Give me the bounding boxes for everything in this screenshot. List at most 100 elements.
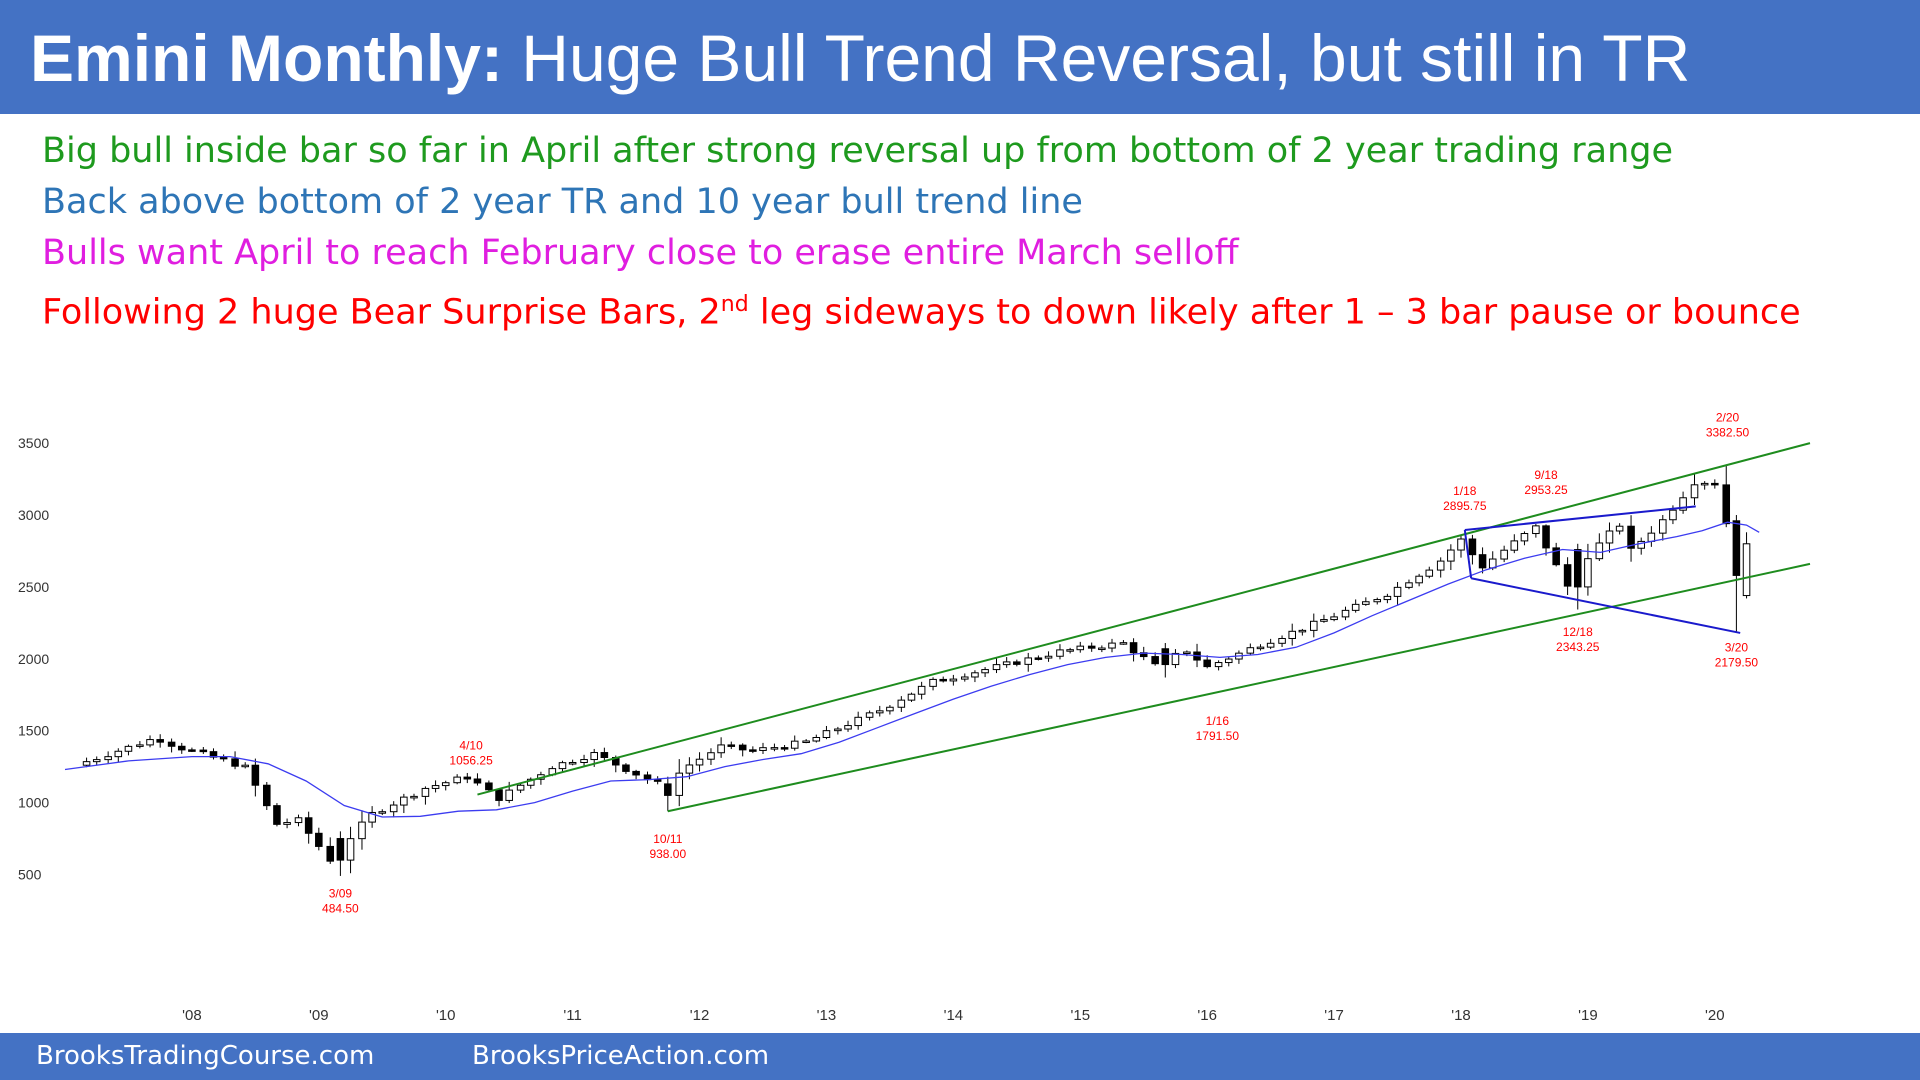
trend-line	[667, 562, 1811, 813]
monthly-chart: 500 1000 1500 2000 2500 3000 3500 '08 '09 '10 '11 '…	[18, 411, 1811, 1024]
annotation-value: 2343.25	[1556, 640, 1600, 654]
bull-candle	[1415, 575, 1423, 584]
annotation-value: 1791.50	[1196, 729, 1240, 743]
bear-candle	[473, 778, 482, 784]
bear-candle	[1563, 564, 1572, 587]
bull-candle	[875, 710, 884, 714]
bull-candle	[1066, 649, 1074, 652]
bull-candle	[1320, 619, 1328, 622]
bull-candle	[136, 744, 144, 747]
bear-candle	[263, 784, 271, 807]
bull-candle	[790, 740, 799, 749]
bull-candle	[1044, 655, 1053, 659]
bull-candle	[1679, 497, 1687, 511]
x-tick-label: '14	[944, 1007, 964, 1024]
bear-candle	[1711, 482, 1719, 486]
bull-candle	[358, 821, 366, 840]
bullet-line-4-end: leg sideways to down likely after 1 – 3 …	[748, 292, 1801, 333]
annotation-value: 1056.25	[449, 753, 493, 767]
bull-candle	[1119, 642, 1128, 645]
bull-candle	[886, 706, 894, 712]
bull-candle	[1457, 538, 1465, 551]
bull-candle	[1595, 542, 1604, 560]
bull-candle	[685, 764, 694, 774]
bull-candle	[675, 772, 684, 796]
bear-candle	[156, 739, 164, 743]
bull-candle	[1183, 651, 1191, 655]
bull-candle	[1288, 630, 1296, 639]
bullet-line-4-superscript: nd	[720, 292, 749, 317]
y-tick-label: 3500	[18, 435, 49, 451]
bull-candle	[1393, 586, 1402, 597]
bull-candle	[1383, 595, 1392, 601]
annotation-date: 12/18	[1563, 625, 1593, 639]
bear-candle	[622, 764, 630, 772]
annotation-date: 2/20	[1716, 411, 1740, 425]
annotation-date: 3/09	[329, 886, 353, 900]
x-tick-label: '12	[690, 1007, 710, 1024]
bull-candle	[992, 664, 1001, 671]
bear-candle	[326, 845, 335, 862]
bull-candle	[961, 676, 969, 680]
bull-candle	[1532, 525, 1540, 535]
y-tick-label: 3000	[18, 507, 49, 523]
bull-candle	[1076, 645, 1085, 651]
bullet-line-3: Bulls want April to reach February close…	[42, 233, 1239, 273]
bull-candle	[389, 804, 398, 813]
bull-candle	[759, 747, 767, 751]
bullet-line-1: Big bull inside bar so far in April afte…	[42, 131, 1674, 171]
bear-candle	[1478, 554, 1487, 569]
annotation-date: 1/18	[1453, 484, 1477, 498]
bull-candle	[368, 811, 376, 823]
bull-candle	[410, 795, 418, 799]
y-tick-label: 1000	[18, 795, 49, 811]
bull-candle	[441, 782, 450, 787]
trend-line	[1464, 505, 1696, 531]
annotation-date: 9/18	[1534, 468, 1558, 482]
bull-candle	[1108, 642, 1116, 649]
bull-candle	[146, 739, 154, 746]
x-tick-label: '20	[1705, 1007, 1725, 1024]
bull-candle	[1447, 549, 1455, 562]
bear-candle	[738, 744, 747, 751]
bull-candle	[770, 747, 779, 750]
bull-candle	[104, 756, 112, 761]
bull-candle	[907, 693, 916, 701]
annotation-date: 10/11	[653, 832, 682, 846]
bear-candle	[273, 805, 281, 825]
bull-candle	[1742, 543, 1751, 597]
bull-candle	[1615, 525, 1624, 532]
x-tick-label: '18	[1451, 1007, 1471, 1024]
bear-candle	[1468, 538, 1477, 556]
bull-candle	[421, 787, 430, 797]
bull-candle	[1098, 647, 1106, 651]
bull-candle	[124, 745, 133, 752]
bull-candle	[580, 759, 588, 763]
bear-candle	[485, 782, 493, 791]
bear-candle	[219, 756, 228, 760]
y-tick-label: 2500	[18, 579, 49, 595]
bull-candle	[114, 750, 123, 758]
bull-candle	[453, 776, 461, 784]
bull-candle	[1330, 616, 1338, 621]
bear-candle	[495, 789, 503, 801]
title-rest-part: Huge Bull Trend Reversal, but still in T…	[502, 21, 1691, 95]
bull-candle	[707, 752, 715, 760]
bear-candle	[1722, 484, 1731, 525]
bull-candle	[505, 789, 513, 801]
bull-candle	[431, 785, 440, 789]
bull-candle	[1224, 658, 1233, 664]
bear-candle	[167, 741, 176, 747]
bull-candle	[241, 764, 249, 768]
bull-candle	[1584, 558, 1592, 588]
bull-candle	[516, 784, 525, 791]
bear-candle	[939, 678, 947, 682]
annotation-value: 484.50	[322, 901, 359, 915]
y-tick-label: 1500	[18, 723, 49, 739]
bear-candle	[304, 817, 313, 834]
bear-candle	[632, 770, 640, 776]
bullet-list: Big bull inside bar so far in April afte…	[42, 126, 1801, 339]
footer-left-text: BrooksTradingCourse.com	[36, 1041, 375, 1071]
page-title: Emini Monthly: Huge Bull Trend Reversal,…	[30, 18, 1690, 98]
bull-candle	[812, 737, 821, 742]
